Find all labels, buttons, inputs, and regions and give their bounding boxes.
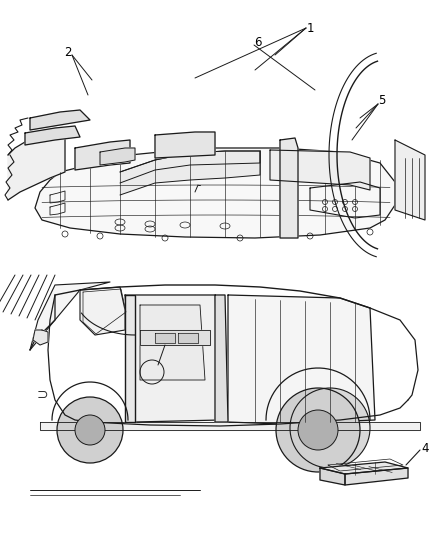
Polygon shape (33, 330, 48, 345)
Polygon shape (125, 295, 135, 422)
Circle shape (57, 397, 123, 463)
Polygon shape (0, 265, 438, 533)
Text: 5: 5 (378, 93, 386, 107)
Circle shape (298, 410, 338, 450)
Polygon shape (228, 295, 375, 424)
Polygon shape (8, 133, 65, 200)
Polygon shape (75, 140, 130, 170)
Polygon shape (30, 110, 90, 130)
Polygon shape (270, 150, 370, 190)
Polygon shape (120, 151, 260, 195)
Polygon shape (155, 132, 215, 158)
Polygon shape (395, 140, 425, 220)
Circle shape (290, 388, 370, 468)
Circle shape (276, 388, 360, 472)
Polygon shape (30, 282, 110, 350)
Polygon shape (140, 330, 210, 345)
Polygon shape (345, 468, 408, 485)
Text: 4: 4 (421, 441, 429, 455)
Polygon shape (320, 468, 345, 485)
Polygon shape (280, 138, 298, 238)
Polygon shape (80, 287, 125, 335)
Polygon shape (178, 333, 198, 343)
Polygon shape (0, 0, 438, 265)
Circle shape (75, 415, 105, 445)
Polygon shape (100, 148, 135, 165)
Polygon shape (125, 295, 220, 422)
Polygon shape (155, 333, 175, 343)
Polygon shape (320, 462, 408, 474)
Polygon shape (140, 305, 205, 380)
Polygon shape (215, 295, 228, 422)
Text: 6: 6 (254, 36, 262, 49)
Text: ⊃: ⊃ (36, 388, 48, 402)
Polygon shape (40, 422, 420, 430)
Polygon shape (25, 126, 80, 145)
Text: 2: 2 (64, 45, 72, 59)
Polygon shape (35, 148, 395, 238)
Text: 1: 1 (306, 21, 314, 35)
